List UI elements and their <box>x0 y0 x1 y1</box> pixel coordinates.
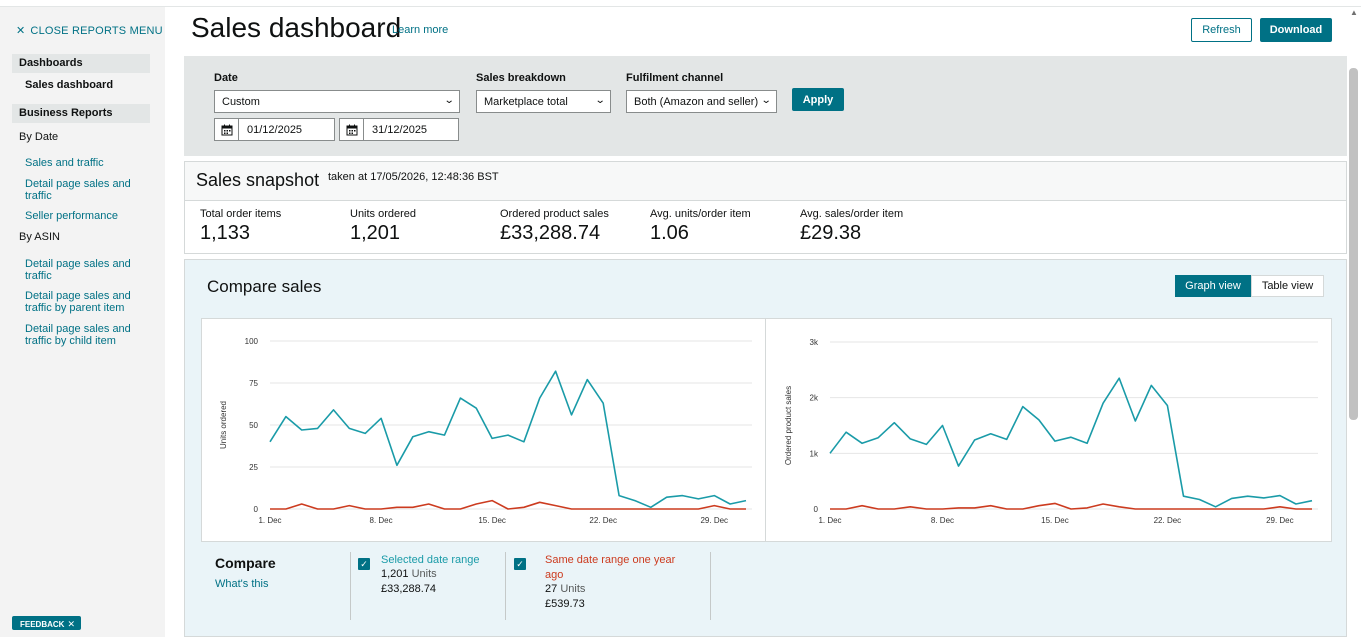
metric-label: Avg. units/order item <box>650 208 751 220</box>
y-tick-label: 50 <box>249 421 258 430</box>
scroll-up-arrow[interactable]: ▲ <box>1350 8 1358 17</box>
x-tick-label: 29. Dec <box>1266 516 1294 525</box>
y-axis-label: Units ordered <box>219 401 228 449</box>
sidebar-item-seller-performance[interactable]: Seller performance <box>25 210 118 222</box>
sales-snapshot-panel: Sales snapshot taken at 17/05/2026, 12:4… <box>184 161 1347 254</box>
fulfilment-channel-select[interactable]: Both (Amazon and seller) ⌄ <box>626 90 777 113</box>
start-date-field[interactable]: 01/12/2025 <box>214 118 335 141</box>
dashboards-header: Dashboards <box>12 54 150 73</box>
snapshot-timestamp: taken at 17/05/2026, 12:48:36 BST <box>328 171 499 183</box>
ordered-product-sales-chart: 0 1k 2k 3k 1. Dec 8. Dec 15. Dec 22. Dec 29. Dec… <box>784 338 1318 525</box>
selected-range-checkbox[interactable]: ✓ <box>358 558 370 570</box>
y-tick-label: 25 <box>249 463 258 472</box>
y-tick-label: 2k <box>810 394 819 403</box>
graph-view-button[interactable]: Graph view <box>1175 275 1251 297</box>
x-tick-label: 1. Dec <box>258 516 281 525</box>
x-tick-label: 8. Dec <box>931 516 954 525</box>
x-tick-label: 15. Dec <box>478 516 506 525</box>
previous-year-line <box>830 502 1312 510</box>
chevron-down-icon: ⌄ <box>443 95 455 106</box>
selected-range-name: Selected date range <box>381 554 480 566</box>
selected-range-line <box>269 370 747 509</box>
previous-range-checkbox[interactable]: ✓ <box>514 558 526 570</box>
vertical-scrollbar[interactable] <box>1349 68 1358 420</box>
sidebar-item-detail-page-sales-traffic-date[interactable]: Detail page sales and traffic <box>25 178 131 202</box>
previous-range-name: Same date range one year ago <box>545 554 676 581</box>
close-reports-menu-button[interactable]: ✕ CLOSE REPORTS MENU <box>16 25 163 37</box>
end-date-field[interactable]: 31/12/2025 <box>339 118 459 141</box>
legend-divider <box>710 552 711 620</box>
x-tick-label: 15. Dec <box>1041 516 1069 525</box>
snapshot-header: Sales snapshot taken at 17/05/2026, 12:4… <box>185 162 1346 201</box>
y-tick-label: 100 <box>245 337 259 346</box>
metric-value: £29.38 <box>800 222 862 244</box>
fulfilment-channel-label: Fulfilment channel <box>626 72 724 84</box>
previous-year-line <box>270 499 746 510</box>
business-reports-header: Business Reports <box>12 104 150 123</box>
calendar-icon[interactable] <box>340 119 364 140</box>
selected-range-units: 1,201 Units <box>381 568 437 580</box>
metric-label: Units ordered <box>350 208 417 220</box>
top-border <box>0 6 1361 7</box>
close-icon[interactable]: ✕ <box>67 619 75 629</box>
sidebar-item-sales-dashboard[interactable]: Sales dashboard <box>25 79 114 91</box>
metric-label: Ordered product sales <box>500 208 609 220</box>
download-button[interactable]: Download <box>1260 18 1332 42</box>
learn-more-link[interactable]: Learn more <box>392 24 449 36</box>
previous-range-units: 27 Units <box>545 583 586 595</box>
close-icon: ✕ <box>16 25 26 37</box>
metric-value: 1,201 <box>350 222 401 244</box>
chevron-down-icon: ⌄ <box>594 95 606 106</box>
feedback-button[interactable]: FEEDBACK ✕ <box>12 616 81 630</box>
chevron-down-icon: ⌄ <box>760 95 772 106</box>
legend-divider <box>505 552 506 620</box>
selected-range-line <box>829 377 1313 508</box>
x-tick-label: 22. Dec <box>589 516 617 525</box>
snapshot-title: Sales snapshot <box>196 170 320 190</box>
refresh-button[interactable]: Refresh <box>1191 18 1252 42</box>
metric-value: 1,133 <box>200 222 251 244</box>
reports-sidebar: ✕ CLOSE REPORTS MENU Dashboards Sales das… <box>0 7 165 637</box>
selected-range-sales: £33,288.74 <box>381 583 437 595</box>
units-ordered-chart: 0 25 50 75 100 1. Dec 8. Dec 15. Dec 22. Dec 29. … <box>219 337 752 525</box>
x-tick-label: 22. Dec <box>1154 516 1182 525</box>
page-title: Sales dashboard <box>191 12 402 43</box>
sidebar-item-detail-page-parent-item[interactable]: Detail page sales and traffic by parent … <box>25 290 131 314</box>
compare-label: Compare <box>215 555 276 571</box>
legend-divider <box>350 552 351 620</box>
calendar-icon[interactable] <box>215 119 239 140</box>
y-tick-label: 75 <box>249 379 258 388</box>
y-tick-label: 3k <box>810 338 819 347</box>
compare-sales-title: Compare sales <box>207 277 322 296</box>
compare-sales-panel: Compare sales Graph view Table view 0 25 5… <box>184 259 1347 637</box>
sidebar-item-detail-page-child-item[interactable]: Detail page sales and traffic by child i… <box>25 323 131 347</box>
date-range-select[interactable]: Custom ⌄ <box>214 90 460 113</box>
y-axis-label: Ordered product sales <box>784 386 793 465</box>
metric-label: Avg. sales/order item <box>800 208 904 220</box>
chart-divider <box>765 319 766 541</box>
table-view-button[interactable]: Table view <box>1251 275 1324 297</box>
charts-container: 0 25 50 75 100 1. Dec 8. Dec 15. Dec 22. Dec 29. … <box>201 318 1332 542</box>
whats-this-link[interactable]: What's this <box>215 578 269 590</box>
apply-button[interactable]: Apply <box>792 88 844 111</box>
x-tick-label: 29. Dec <box>700 516 728 525</box>
date-label: Date <box>214 72 238 84</box>
sidebar-item-detail-page-sales-traffic-asin[interactable]: Detail page sales and traffic <box>25 258 131 282</box>
y-tick-label: 1k <box>810 449 819 458</box>
y-tick-label: 0 <box>254 505 259 514</box>
metric-value: 1.06 <box>650 222 689 244</box>
by-date-label: By Date <box>19 131 59 143</box>
x-tick-label: 1. Dec <box>818 516 841 525</box>
previous-range-sales: £539.73 <box>545 598 585 610</box>
sales-breakdown-select[interactable]: Marketplace total ⌄ <box>476 90 611 113</box>
by-asin-label: By ASIN <box>19 231 60 243</box>
metric-value: £33,288.74 <box>500 222 601 244</box>
sidebar-item-sales-and-traffic[interactable]: Sales and traffic <box>25 157 104 169</box>
x-tick-label: 8. Dec <box>370 516 393 525</box>
metric-label: Total order items <box>200 208 282 220</box>
sales-breakdown-label: Sales breakdown <box>476 72 566 84</box>
y-tick-label: 0 <box>814 505 819 514</box>
